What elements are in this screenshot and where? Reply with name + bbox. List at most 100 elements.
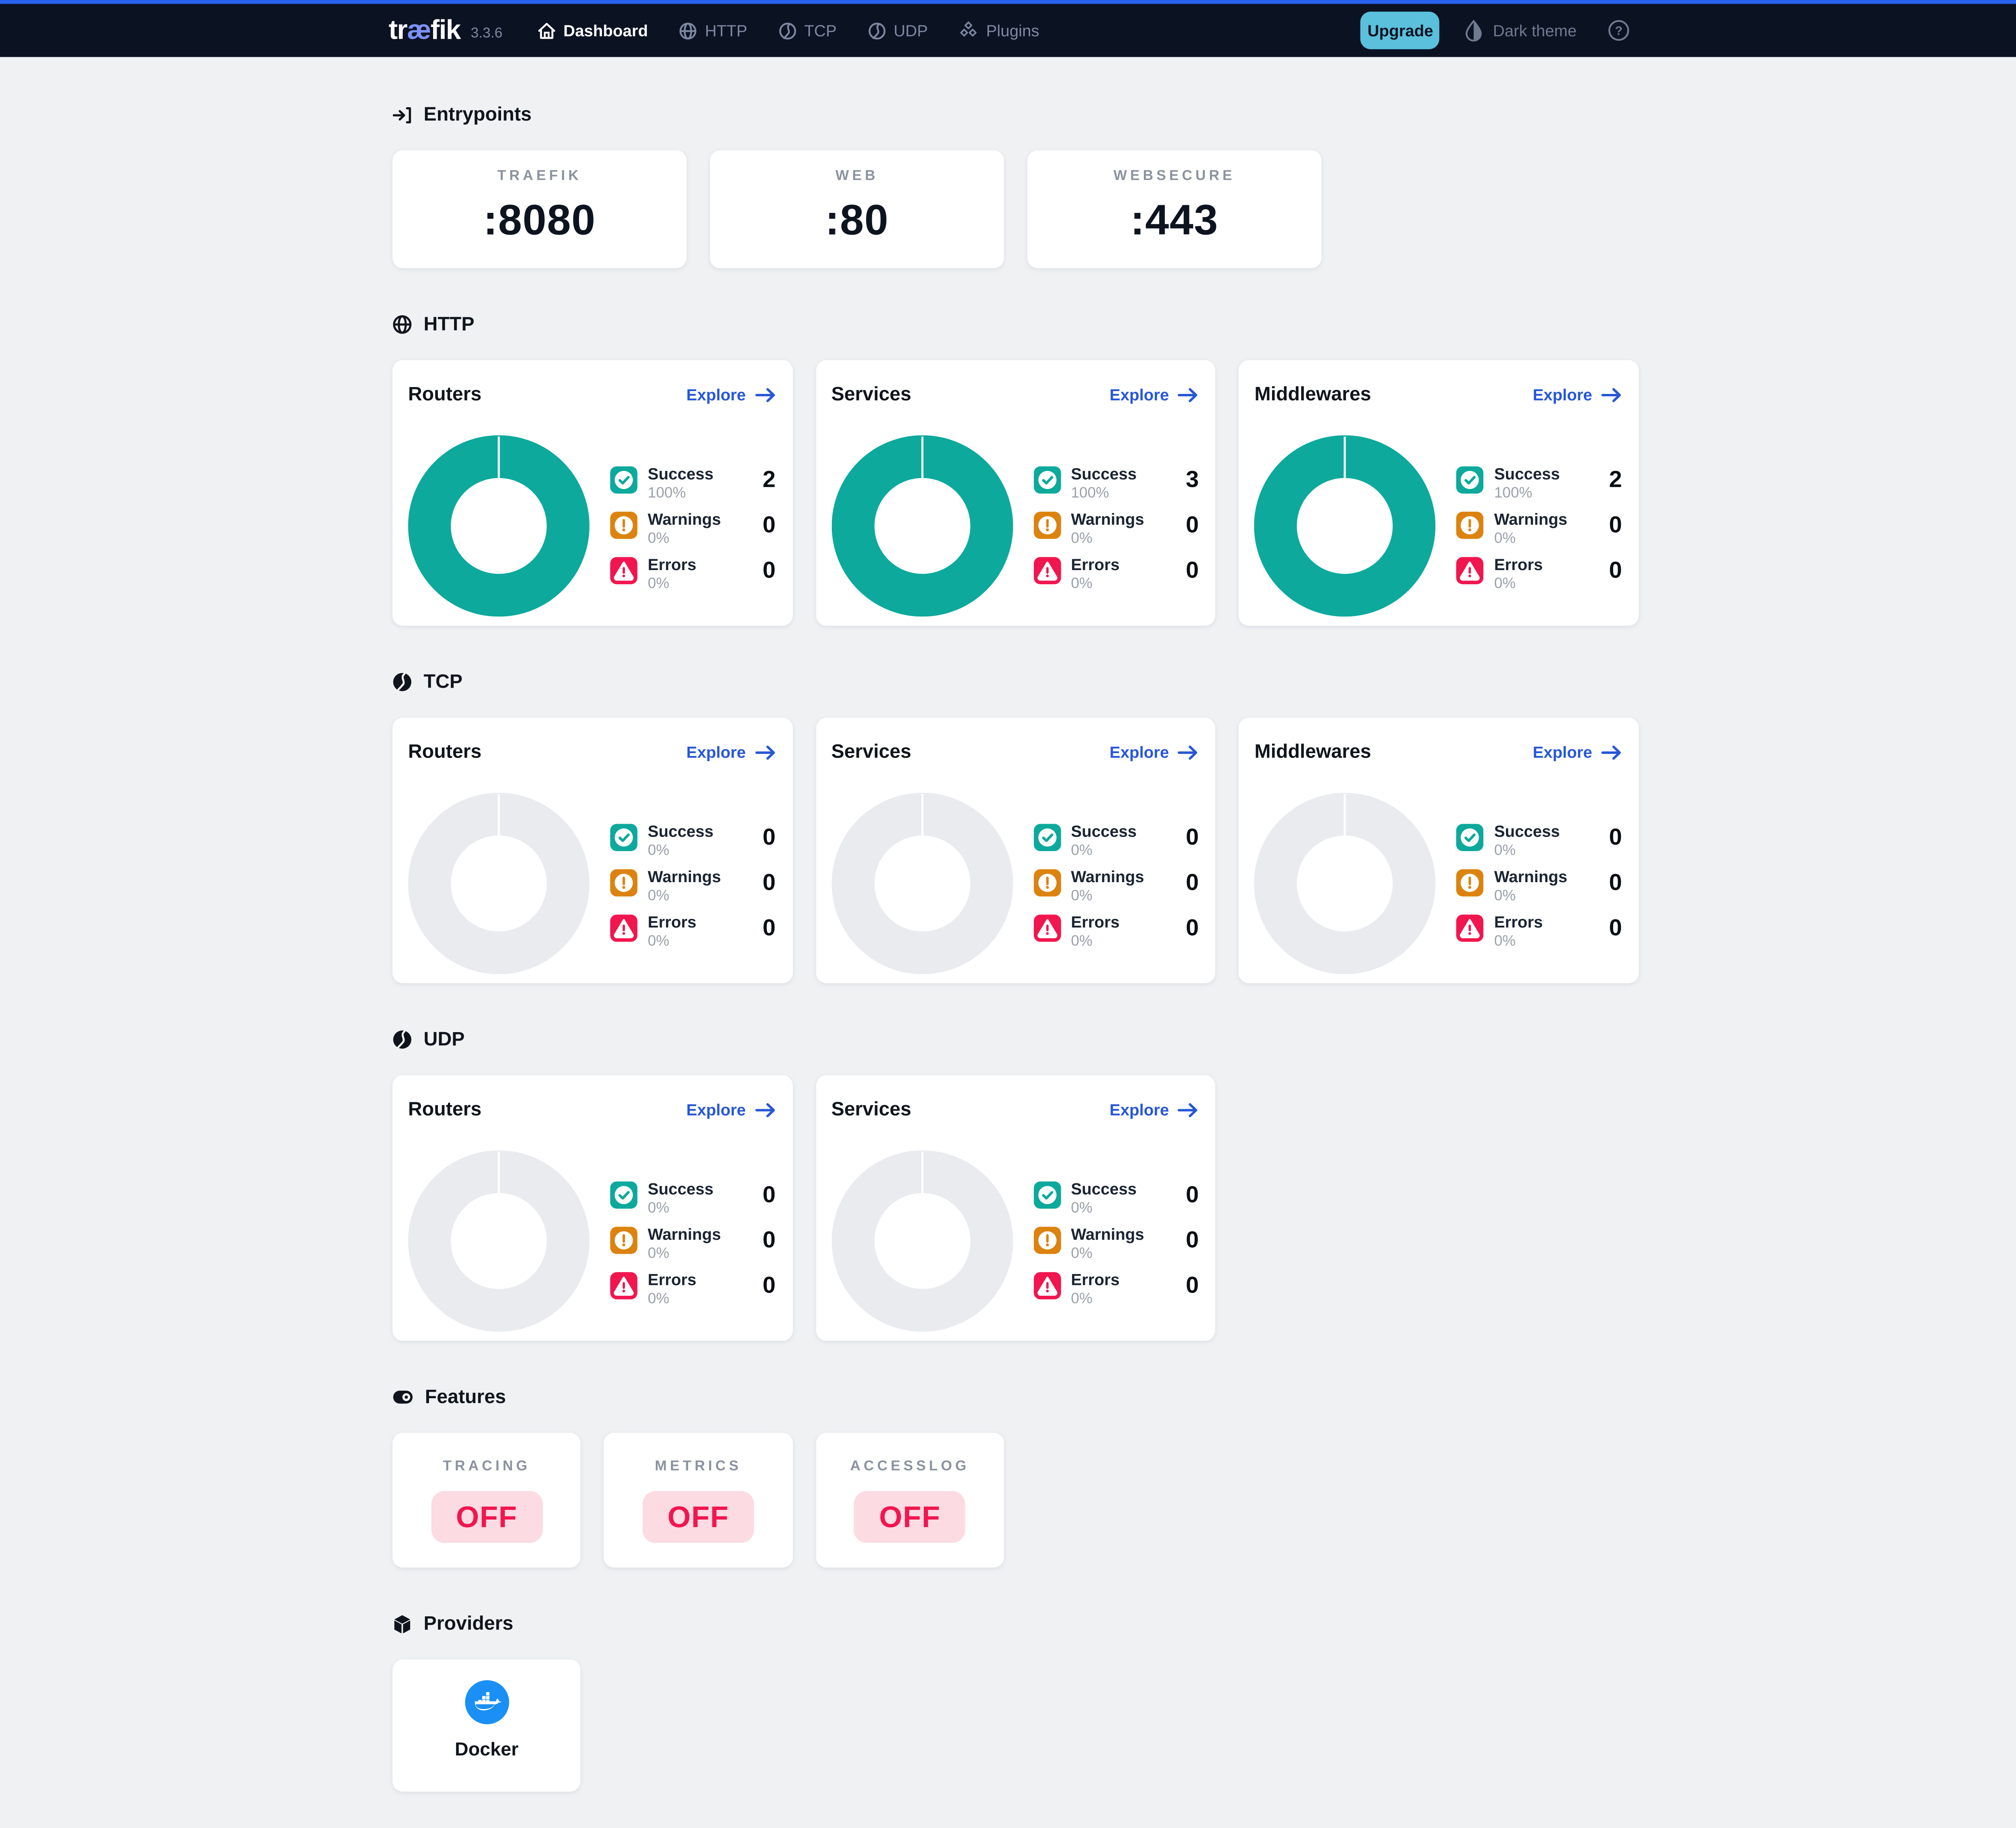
nav-item-dashboard[interactable]: Dashboard bbox=[537, 21, 648, 40]
feature-name: TRACING bbox=[443, 1458, 531, 1474]
card-header: Routers Explore bbox=[393, 718, 793, 763]
stat-value: 0 bbox=[1185, 557, 1199, 583]
nav-item-label: Plugins bbox=[986, 21, 1039, 40]
stat-value: 0 bbox=[1185, 869, 1199, 895]
card-header: Services Explore bbox=[816, 1075, 1216, 1120]
nav-item-label: UDP bbox=[893, 21, 928, 40]
stat-percent: 0% bbox=[648, 576, 669, 592]
stat-percent: 0% bbox=[1071, 843, 1093, 859]
stat-value: 0 bbox=[1609, 557, 1622, 583]
entrypoint-name: WEBSECURE bbox=[1113, 168, 1235, 184]
warning-icon bbox=[610, 869, 637, 897]
http-grid: Routers Explore bbox=[392, 360, 1639, 626]
warnings-row: Warnings 0% 0 bbox=[1033, 1226, 1199, 1262]
card-header: Middlewares Explore bbox=[1239, 718, 1639, 763]
docker-icon bbox=[464, 1680, 509, 1724]
stat-value: 0 bbox=[1185, 824, 1199, 850]
card-header: Services Explore bbox=[816, 360, 1216, 406]
warnings-row: Warnings 0% 0 bbox=[1033, 511, 1199, 547]
stat-percent: 100% bbox=[1494, 485, 1533, 502]
explore-link[interactable]: Explore bbox=[686, 743, 775, 761]
stats-list: Success 100% 3 Warnings 0% 0 bbox=[1033, 466, 1199, 592]
explore-link[interactable]: Explore bbox=[686, 1101, 775, 1119]
error-icon bbox=[610, 557, 637, 585]
stat-label: Success bbox=[1071, 822, 1137, 841]
pipe-icon bbox=[779, 22, 796, 39]
stat-percent: 100% bbox=[1071, 485, 1109, 502]
cubes-icon bbox=[960, 21, 977, 37]
stat-value: 0 bbox=[762, 914, 776, 941]
card-title: Routers bbox=[408, 383, 482, 406]
explore-link[interactable]: Explore bbox=[1110, 1101, 1199, 1119]
stat-value: 0 bbox=[762, 1226, 776, 1253]
pipe-icon bbox=[868, 22, 885, 39]
error-icon bbox=[1033, 914, 1061, 942]
warning-icon bbox=[610, 512, 637, 539]
stat-label: Errors bbox=[1071, 1271, 1120, 1289]
stat-value: 0 bbox=[762, 557, 776, 583]
globe-icon bbox=[679, 22, 697, 39]
nav-item-tcp[interactable]: TCP bbox=[778, 21, 837, 40]
card-title: Services bbox=[831, 383, 912, 406]
entrypoint-name: WEB bbox=[835, 168, 879, 184]
upgrade-button[interactable]: Upgrade bbox=[1361, 11, 1440, 50]
explore-link[interactable]: Explore bbox=[686, 385, 775, 404]
nav-item-http[interactable]: HTTP bbox=[679, 21, 747, 40]
stat-percent: 0% bbox=[1494, 889, 1516, 904]
dark-theme-toggle[interactable]: Dark theme bbox=[1464, 19, 1577, 42]
stat-label: Errors bbox=[1071, 913, 1120, 932]
section-title: Features bbox=[425, 1386, 506, 1408]
warning-icon bbox=[1033, 512, 1061, 539]
nav-item-udp[interactable]: UDP bbox=[868, 21, 928, 40]
card-header: Middlewares Explore bbox=[1239, 360, 1639, 406]
stat-value: 3 bbox=[1185, 466, 1199, 492]
success-row: Success 100% 2 bbox=[610, 466, 776, 501]
stat-value: 0 bbox=[1609, 914, 1622, 941]
card-title: Services bbox=[831, 1098, 912, 1121]
stat-label: Success bbox=[648, 1180, 714, 1199]
arrow-right-icon bbox=[1601, 387, 1621, 402]
stat-label: Errors bbox=[648, 556, 697, 574]
stat-value: 0 bbox=[1185, 1272, 1199, 1298]
stat-value: 0 bbox=[762, 512, 776, 538]
status-donut-chart bbox=[408, 435, 589, 617]
feature-card: METRICS OFF bbox=[604, 1432, 793, 1568]
help-button[interactable]: ? bbox=[1608, 19, 1630, 42]
stat-percent: 0% bbox=[1071, 531, 1093, 547]
arrow-right-icon bbox=[755, 745, 775, 759]
features-grid: TRACING OFF METRICS OFF ACCESSLOG OFF bbox=[392, 1432, 1639, 1568]
section-title: HTTP bbox=[423, 313, 475, 336]
stat-percent: 0% bbox=[648, 1291, 669, 1307]
explore-link[interactable]: Explore bbox=[1110, 385, 1199, 404]
success-row: Success 0% 0 bbox=[1033, 1181, 1199, 1216]
dark-theme-label: Dark theme bbox=[1493, 21, 1577, 40]
success-icon bbox=[610, 466, 637, 494]
stats-list: Success 0% 0 Warnings 0% 0 bbox=[610, 1180, 776, 1307]
nav-item-plugins[interactable]: Plugins bbox=[959, 21, 1039, 40]
nav-right-group: Upgrade Dark theme ? bbox=[1361, 11, 1630, 50]
error-icon bbox=[1456, 914, 1484, 942]
entrypoint-port: :80 bbox=[825, 196, 889, 244]
question-icon: ? bbox=[1608, 20, 1629, 41]
arrow-right-icon bbox=[1178, 1102, 1198, 1117]
provider-name: Docker bbox=[455, 1740, 519, 1761]
globe-icon bbox=[393, 315, 412, 334]
feature-name: ACCESSLOG bbox=[850, 1458, 970, 1474]
stat-percent: 0% bbox=[648, 531, 669, 547]
section-tcp: TCP Routers Explore bbox=[392, 671, 1639, 983]
stat-value: 0 bbox=[762, 1181, 776, 1208]
explore-link[interactable]: Explore bbox=[1533, 743, 1622, 761]
stat-label: Errors bbox=[1071, 556, 1120, 574]
success-row: Success 0% 0 bbox=[610, 1180, 776, 1216]
traefik-logo[interactable]: træfik bbox=[388, 15, 461, 46]
card-header: Routers Explore bbox=[393, 360, 793, 406]
explore-link[interactable]: Explore bbox=[1110, 743, 1199, 761]
explore-link[interactable]: Explore bbox=[1533, 385, 1622, 404]
entrypoint-card: WEB :80 bbox=[710, 150, 1004, 269]
arrow-right-icon bbox=[1601, 745, 1621, 759]
explore-label: Explore bbox=[686, 385, 746, 404]
stat-value: 0 bbox=[1185, 1226, 1199, 1253]
stat-value: 0 bbox=[1609, 512, 1622, 538]
error-icon bbox=[1456, 557, 1484, 585]
metrics-card: Routers Explore bbox=[392, 718, 793, 983]
